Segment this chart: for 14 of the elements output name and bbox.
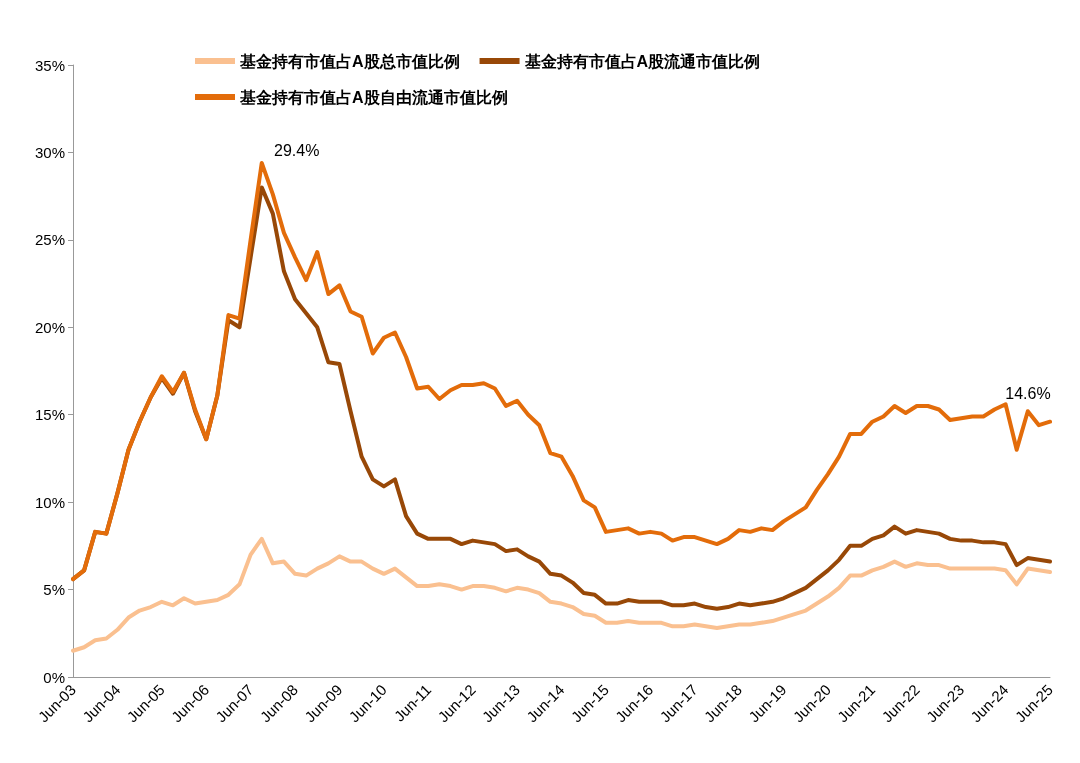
- y-tick-label: 10%: [34, 493, 65, 511]
- y-tick-label: 30%: [34, 143, 65, 161]
- y-tick-label: 0%: [43, 668, 65, 686]
- y-tick-label: 15%: [34, 406, 65, 424]
- annotation: 14.6%: [1005, 384, 1051, 402]
- legend-label: 基金持有市值占A股总市值比例: [239, 52, 460, 70]
- y-tick-label: 20%: [34, 318, 65, 336]
- legend-label: 基金持有市值占A股自由流通市值比例: [239, 87, 508, 106]
- legend-label: 基金持有市值占A股流通市值比例: [523, 51, 761, 70]
- annotation: 29.4%: [274, 141, 320, 159]
- y-tick-label: 35%: [34, 56, 65, 74]
- line-series: [71, 536, 1052, 653]
- y-tick-label: 25%: [34, 231, 65, 249]
- y-tick-label: 5%: [43, 581, 65, 599]
